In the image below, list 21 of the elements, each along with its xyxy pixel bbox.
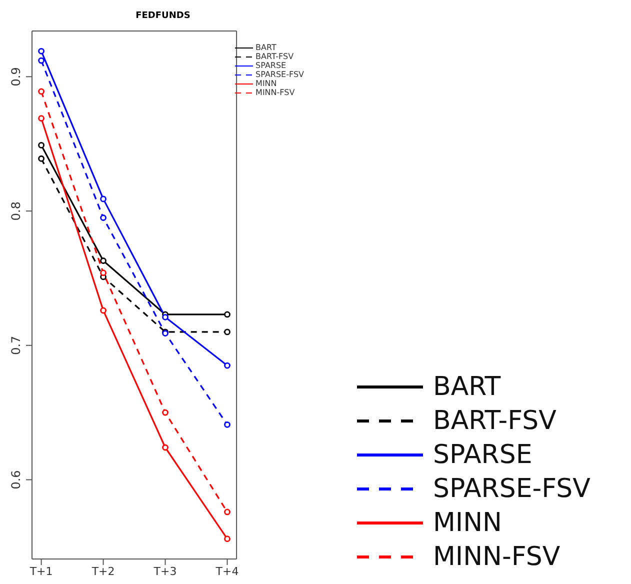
legend-label: BART-FSV xyxy=(256,52,294,61)
legend-label: MINN xyxy=(256,79,277,88)
legend-label: BART xyxy=(256,43,276,52)
y-tick-label: 0.6 xyxy=(9,470,23,490)
chart-title: FEDFUNDS xyxy=(134,10,192,21)
text: BART xyxy=(433,372,501,402)
x-tick-label: T+3 xyxy=(152,564,177,578)
x-tick-label: T+2 xyxy=(90,564,115,578)
x-tick-label: T+4 xyxy=(214,564,239,578)
y-tick-label: 0.9 xyxy=(9,67,23,86)
x-tick-label: T+1 xyxy=(28,564,53,578)
legend-label: SPARSE-FSV xyxy=(256,70,304,79)
legend-label: SPARSE xyxy=(256,61,286,70)
y-tick-label: 0.7 xyxy=(9,336,23,355)
text: SPARSE xyxy=(433,440,532,470)
y-tick-label: 0.8 xyxy=(9,201,23,221)
text: BART-FSV xyxy=(433,406,556,436)
text: MINN-FSV xyxy=(433,542,560,572)
text: SPARSE-FSV xyxy=(433,474,590,504)
text: MINN xyxy=(433,508,502,538)
legend-label: MINN-FSV xyxy=(256,88,295,97)
